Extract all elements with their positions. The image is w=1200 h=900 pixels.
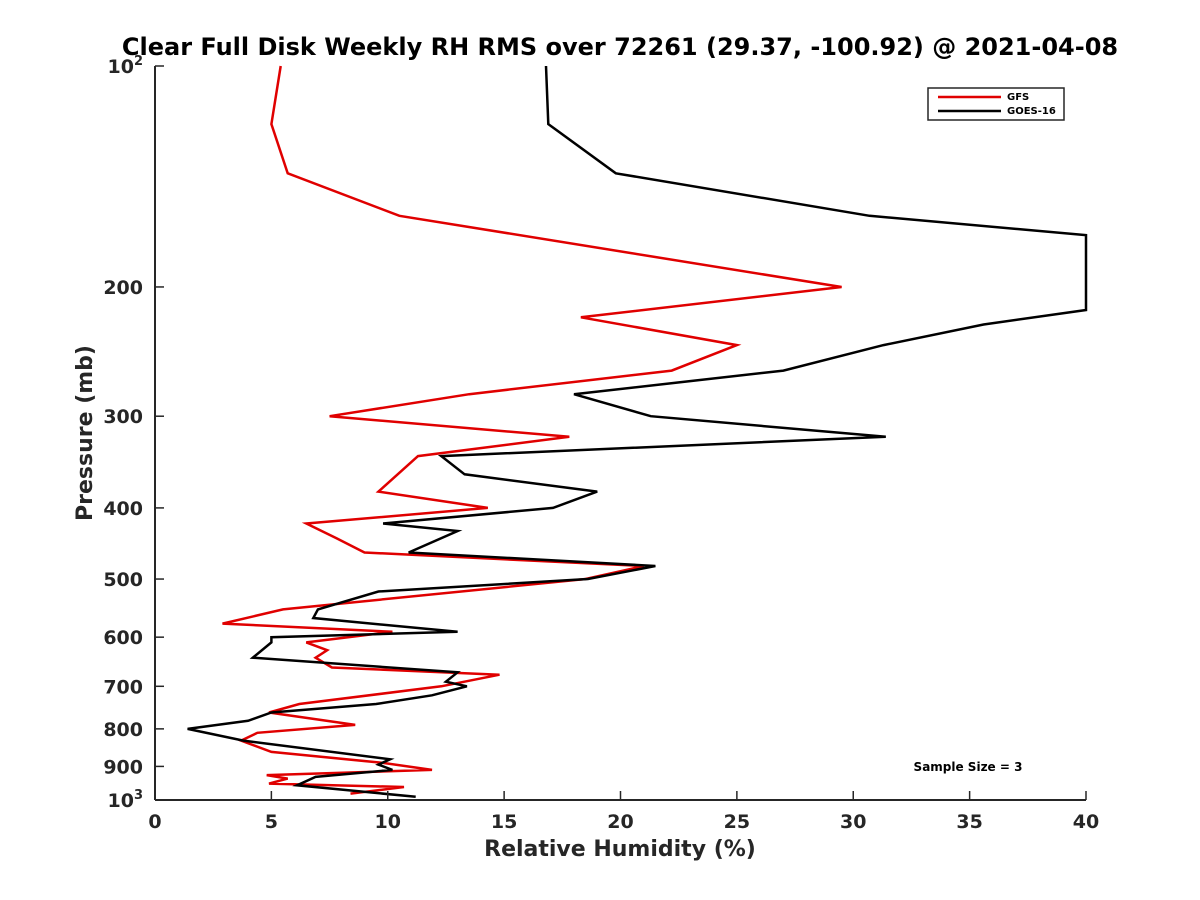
- y-tick-label: 400: [103, 498, 143, 520]
- plot-lines: [187, 65, 1088, 799]
- x-axis-ticks: 0 5 10 15 20 25 30 35 40: [148, 791, 1099, 833]
- y-tick-label: 102: [108, 54, 144, 78]
- x-tick-label: 30: [840, 811, 866, 833]
- x-axis-label: Relative Humidity (%): [484, 837, 756, 862]
- sample-size-annotation: Sample Size = 3: [914, 760, 1023, 774]
- y-tick-label-base: 800: [103, 719, 143, 741]
- x-tick-label: 20: [607, 811, 633, 833]
- x-tick-label: 5: [265, 811, 278, 833]
- y-tick-label-base: 200: [103, 277, 143, 299]
- x-tick-label: 40: [1073, 811, 1099, 833]
- y-tick-label-base: 600: [103, 627, 143, 649]
- x-tick-label: 10: [375, 811, 401, 833]
- y-tick-label: 200: [103, 277, 143, 299]
- y-tick-label-base: 10: [108, 790, 134, 812]
- y-tick-label-base: 700: [103, 676, 143, 698]
- y-tick-label-exponent: 2: [134, 54, 143, 69]
- chart-title: Clear Full Disk Weekly RH RMS over 72261…: [122, 33, 1118, 61]
- y-tick-label: 300: [103, 406, 143, 428]
- y-tick-label-exponent: 3: [134, 788, 143, 803]
- legend: GFS GOES-16: [927, 87, 1065, 121]
- y-tick-label: 700: [103, 676, 143, 698]
- legend-label-gfs: GFS: [1007, 92, 1029, 103]
- y-tick-label: 103: [108, 788, 144, 812]
- y-tick-label: 500: [103, 569, 143, 591]
- x-tick-label: 0: [148, 811, 161, 833]
- y-tick-label: 600: [103, 627, 143, 649]
- y-tick-label-base: 300: [103, 406, 143, 428]
- y-tick-label-base: 400: [103, 498, 143, 520]
- x-tick-label: 25: [724, 811, 750, 833]
- y-tick-label-base: 10: [108, 56, 134, 78]
- legend-box: [927, 87, 1065, 121]
- series-line-goes-16: [187, 65, 1088, 799]
- y-tick-label: 900: [103, 756, 143, 778]
- x-tick-label: 15: [491, 811, 517, 833]
- y-axis-label: Pressure (mb): [73, 345, 98, 521]
- series-line-gfs: [222, 65, 842, 795]
- legend-label-goes16: GOES-16: [1007, 106, 1056, 117]
- x-tick-label: 35: [956, 811, 982, 833]
- y-tick-label-base: 500: [103, 569, 143, 591]
- y-tick-label: 800: [103, 719, 143, 741]
- y-tick-label-base: 900: [103, 756, 143, 778]
